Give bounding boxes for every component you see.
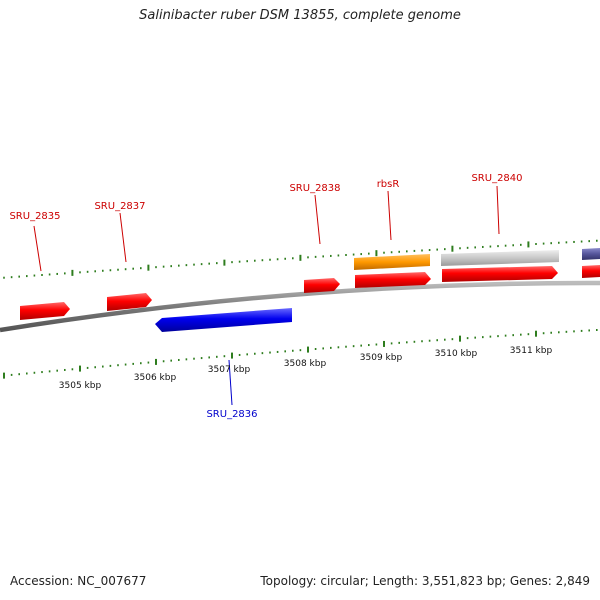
gene-sru-2836-arrow[interactable] (155, 308, 292, 332)
leader-sru-2835 (33, 225, 42, 272)
gene-sru-2838-arrow[interactable] (304, 278, 340, 293)
leader-sru-2837 (119, 212, 127, 263)
kbp-label: 3510 kbp (435, 349, 478, 359)
kbp-label: 3508 kbp (284, 359, 327, 369)
genome-title: Salinibacter ruber DSM 13855, complete g… (139, 8, 461, 23)
purple-feature-bar[interactable] (582, 248, 600, 260)
lower-tick-row (3, 328, 598, 379)
leader-rbsr (387, 190, 392, 241)
gene-label-sru-2836[interactable]: SRU_2836 (206, 409, 257, 420)
kbp-label: 3511 kbp (510, 346, 553, 356)
gene-right-edge-arrow[interactable] (582, 265, 600, 278)
gene-label-sru-2840[interactable]: SRU_2840 (471, 173, 522, 184)
gene-rbsr-arrow[interactable] (355, 272, 431, 288)
gene-sru-2840-arrow[interactable] (442, 266, 558, 282)
gene-label-rbsr[interactable]: rbsR (377, 179, 400, 190)
leader-sru-2840 (496, 185, 500, 235)
upper-tick-row (3, 239, 598, 279)
kbp-label: 3506 kbp (134, 373, 177, 383)
gene-sru-2835-arrow[interactable] (20, 302, 70, 320)
kbp-label: 3509 kbp (360, 353, 403, 363)
gene-label-sru-2835[interactable]: SRU_2835 (9, 211, 60, 222)
genome-backbone (0, 280, 600, 333)
kbp-label: 3505 kbp (59, 381, 102, 391)
leader-sru-2836 (228, 359, 233, 406)
gene-sru-2837-arrow[interactable] (107, 293, 152, 311)
leader-sru-2838 (314, 194, 321, 245)
genome-summary-text: Topology: circular; Length: 3,551,823 bp… (260, 574, 590, 588)
accession-text: Accession: NC_007677 (10, 574, 147, 588)
gene-label-sru-2837[interactable]: SRU_2837 (94, 201, 145, 212)
gray-feature-bar[interactable] (441, 250, 559, 266)
kbp-label: 3507 kbp (208, 365, 251, 375)
orange-feature-bar[interactable] (354, 254, 430, 270)
gene-label-sru-2838[interactable]: SRU_2838 (289, 183, 340, 194)
